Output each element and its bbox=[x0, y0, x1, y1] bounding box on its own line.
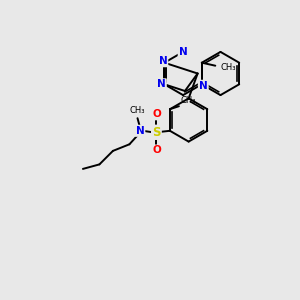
Text: CH₃: CH₃ bbox=[221, 63, 236, 72]
Text: N: N bbox=[179, 47, 188, 57]
Text: CH₃: CH₃ bbox=[180, 96, 196, 105]
Text: N: N bbox=[199, 81, 208, 91]
Text: O: O bbox=[152, 145, 161, 155]
Text: N: N bbox=[158, 56, 167, 66]
Text: CH₃: CH₃ bbox=[130, 106, 145, 115]
Text: N: N bbox=[157, 79, 166, 89]
Text: S: S bbox=[152, 126, 161, 139]
Text: N: N bbox=[136, 126, 144, 136]
Text: O: O bbox=[152, 110, 161, 119]
